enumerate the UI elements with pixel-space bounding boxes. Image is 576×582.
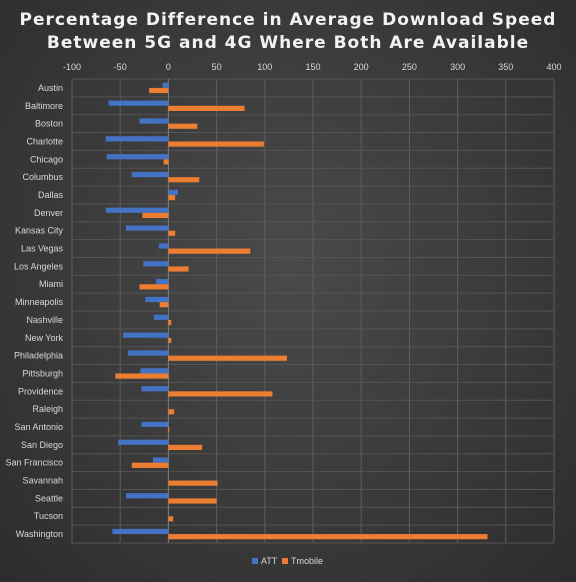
chart-title-line-2: Between 5G and 4G Where Both Are Availab… bbox=[46, 33, 530, 53]
bar-tmobile-new-york bbox=[168, 337, 172, 343]
x-tick-label: 150 bbox=[305, 62, 320, 72]
x-tick-label: 200 bbox=[354, 62, 369, 72]
x-tick-label: 350 bbox=[498, 62, 513, 72]
bar-tmobile-charlotte bbox=[168, 141, 264, 147]
category-label: Columbus bbox=[22, 172, 63, 182]
bar-tmobile-philadelphia bbox=[168, 355, 287, 361]
x-tick-label: 0 bbox=[166, 62, 171, 72]
bar-att-baltimore bbox=[108, 100, 169, 106]
category-label: Dallas bbox=[38, 190, 64, 200]
x-tick-label: -50 bbox=[114, 62, 127, 72]
category-label: Las Vegas bbox=[21, 244, 64, 254]
category-label: Austin bbox=[38, 83, 63, 93]
category-label: Denver bbox=[34, 208, 63, 218]
category-label: Chicago bbox=[30, 154, 63, 164]
x-tick-label: 400 bbox=[546, 62, 561, 72]
bar-att-boston bbox=[139, 118, 169, 124]
bar-att-washington bbox=[112, 528, 169, 535]
x-tick-label: 100 bbox=[257, 62, 272, 72]
category-label: San Antonio bbox=[14, 422, 63, 432]
bar-tmobile-san-francisco bbox=[131, 462, 169, 468]
legend-swatch-att bbox=[252, 558, 258, 564]
bar-tmobile-baltimore bbox=[168, 105, 245, 111]
bar-att-nashville bbox=[153, 314, 169, 320]
bar-att-miami bbox=[155, 279, 169, 285]
category-label: Minneapolis bbox=[15, 297, 64, 307]
category-label: San Francisco bbox=[5, 458, 63, 468]
legend-label: ATT bbox=[261, 556, 278, 566]
category-label: Boston bbox=[35, 119, 63, 129]
bar-att-austin bbox=[162, 82, 169, 88]
bar-tmobile-las-vegas bbox=[168, 248, 251, 254]
category-label: Nashville bbox=[26, 315, 63, 325]
bar-att-columbus bbox=[131, 171, 169, 178]
category-label: Savannah bbox=[22, 476, 63, 486]
category-label: Raleigh bbox=[32, 404, 63, 414]
legend-swatch-tmobile bbox=[282, 558, 288, 564]
bar-tmobile-chicago bbox=[163, 159, 169, 165]
legend-label: Tmobile bbox=[291, 556, 323, 566]
bar-tmobile-los-angeles bbox=[168, 266, 189, 272]
category-label: New York bbox=[25, 333, 64, 343]
bar-att-charlotte bbox=[105, 136, 169, 142]
bar-att-las-vegas bbox=[158, 243, 169, 249]
bar-att-philadelphia bbox=[127, 350, 169, 356]
bar-tmobile-raleigh bbox=[168, 409, 175, 415]
category-label: Miami bbox=[39, 279, 63, 289]
x-tick-label: 300 bbox=[450, 62, 465, 72]
bar-tmobile-dallas bbox=[168, 195, 176, 201]
category-label: Providence bbox=[18, 386, 63, 396]
category-label: Washington bbox=[16, 529, 63, 539]
bar-tmobile-columbus bbox=[168, 177, 200, 183]
bar-tmobile-washington bbox=[168, 534, 488, 540]
bar-tmobile-boston bbox=[168, 123, 198, 129]
x-tick-label: -100 bbox=[63, 62, 81, 72]
bar-att-chicago bbox=[106, 154, 169, 160]
bar-att-minneapolis bbox=[145, 296, 169, 303]
category-label: Pittsburgh bbox=[22, 368, 63, 378]
bar-att-new-york bbox=[123, 332, 169, 338]
bar-att-san-francisco bbox=[152, 457, 169, 463]
bar-tmobile-kansas-city bbox=[168, 230, 176, 236]
bar-tmobile-miami bbox=[139, 284, 169, 290]
bar-att-pittsburgh bbox=[140, 368, 169, 374]
bar-att-dallas bbox=[168, 189, 179, 195]
bar-att-providence bbox=[141, 386, 169, 392]
category-label: Tucson bbox=[34, 511, 63, 521]
chart-title-line-1: Percentage Difference in Average Downloa… bbox=[19, 10, 557, 30]
x-tick-label: 250 bbox=[402, 62, 417, 72]
bar-att-kansas-city bbox=[125, 225, 169, 231]
bar-tmobile-savannah bbox=[168, 480, 218, 486]
category-label: Baltimore bbox=[25, 101, 63, 111]
bar-tmobile-san-antonio bbox=[168, 427, 170, 433]
bar-att-seattle bbox=[125, 493, 169, 499]
bar-tmobile-minneapolis bbox=[159, 302, 169, 308]
bar-att-san-diego bbox=[118, 439, 169, 445]
bar-tmobile-san-diego bbox=[168, 444, 203, 451]
category-label: Philadelphia bbox=[14, 351, 63, 361]
x-tick-label: 50 bbox=[212, 62, 222, 72]
category-label: Charlotte bbox=[26, 136, 63, 146]
category-label: San Diego bbox=[21, 440, 63, 450]
bar-tmobile-pittsburgh bbox=[115, 373, 169, 379]
category-label: Los Angeles bbox=[14, 261, 64, 271]
category-label: Kansas City bbox=[15, 226, 64, 236]
bar-tmobile-seattle bbox=[168, 498, 217, 504]
bar-tmobile-providence bbox=[168, 391, 273, 397]
bar-att-san-antonio bbox=[141, 421, 169, 427]
bar-tmobile-austin bbox=[149, 87, 169, 94]
bar-att-denver bbox=[105, 207, 169, 213]
bar-tmobile-denver bbox=[142, 212, 169, 219]
category-label: Seattle bbox=[35, 493, 63, 503]
bar-att-los-angeles bbox=[143, 261, 169, 267]
bar-tmobile-nashville bbox=[168, 319, 172, 326]
bar-tmobile-tucson bbox=[168, 516, 174, 522]
